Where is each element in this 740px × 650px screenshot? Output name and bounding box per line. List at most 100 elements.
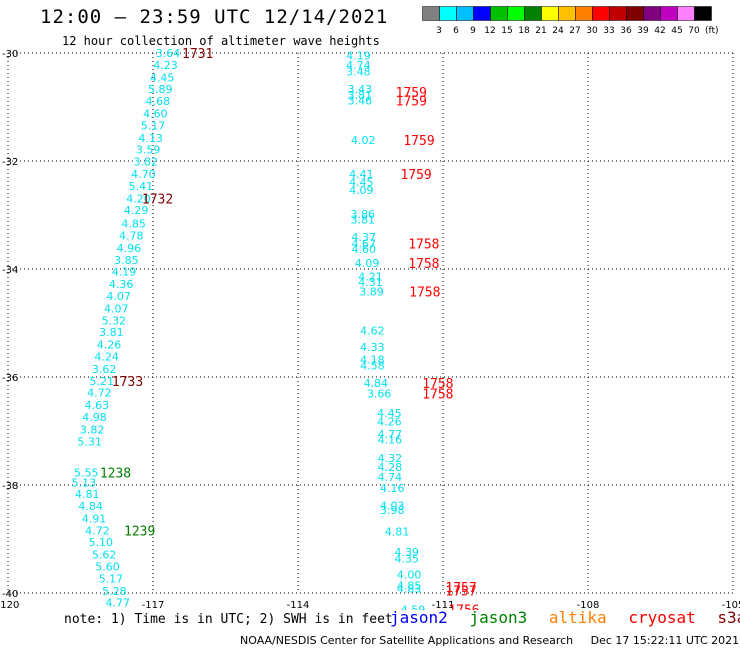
wave-height-point: 4.03 bbox=[380, 500, 405, 513]
wave-height-point: 4.98 bbox=[82, 411, 107, 424]
wave-height-point: 5.62 bbox=[92, 549, 117, 562]
satellite-label-jason3: jason3 bbox=[469, 608, 528, 627]
wave-height-point: 4.84 bbox=[78, 500, 103, 513]
pass-time-label: 1759 bbox=[396, 95, 427, 110]
map-subtitle: 12 hour collection of altimeter wave hei… bbox=[62, 34, 380, 48]
wave-height-point: 3.86 bbox=[351, 208, 376, 221]
wave-height-point: 4.77 bbox=[105, 597, 130, 610]
pass-time-label: 1758 bbox=[422, 377, 453, 392]
wave-height-point: 4.85 bbox=[121, 218, 146, 231]
legend-tick-label: 39 bbox=[637, 26, 649, 36]
wave-height-point: 5.17 bbox=[99, 572, 124, 585]
wave-height-point: 4.26 bbox=[97, 339, 122, 352]
satellite-label-s3a: s3a bbox=[717, 608, 740, 627]
wave-height-point: 4.26 bbox=[377, 415, 402, 428]
wave-height-point: 3.66 bbox=[367, 388, 392, 401]
satellite-legend: jason2 jason3 altika cryosat s3a bbox=[390, 608, 740, 627]
wave-height-point: 4.67 bbox=[351, 238, 376, 251]
credit-source: NOAA/NESDIS Center for Satellite Applica… bbox=[240, 634, 574, 647]
wave-height-point: 4.81 bbox=[385, 525, 410, 538]
pass-time-label: 1758 bbox=[408, 257, 439, 272]
wave-height-point: 4.45 bbox=[150, 71, 175, 84]
wave-height-point: 5.10 bbox=[89, 536, 114, 549]
y-tick-label: -40 bbox=[2, 589, 18, 600]
satellite-label-jason2: jason2 bbox=[390, 608, 448, 627]
y-tick-label: -34 bbox=[2, 265, 18, 276]
wave-height-point: 3.82 bbox=[134, 156, 159, 169]
wave-height-point: 4.84 bbox=[364, 377, 389, 390]
satellite-label-cryosat: cryosat bbox=[628, 608, 696, 627]
wave-height-point: 4.36 bbox=[109, 278, 134, 291]
wave-height-point: 5.32 bbox=[102, 314, 127, 327]
pass-time-label: 1732 bbox=[142, 192, 173, 207]
wave-height-point: 4.37 bbox=[351, 231, 376, 244]
wave-height-point: 4.07 bbox=[104, 302, 129, 315]
wave-height-point: 3.85 bbox=[114, 254, 139, 267]
legend-swatch bbox=[694, 6, 712, 21]
pass-time-label: 1731 bbox=[182, 47, 213, 62]
pass-time-label: 1238 bbox=[100, 467, 131, 482]
wave-height-point: 4.09 bbox=[355, 257, 380, 270]
wave-height-point: 4.81 bbox=[75, 488, 100, 501]
y-tick-label: -36 bbox=[2, 373, 18, 384]
pass-time-label: 1757 bbox=[445, 581, 476, 596]
wave-height-point: 5.55 bbox=[74, 467, 99, 480]
wave-height-point: 4.23 bbox=[153, 59, 178, 72]
pass-time-label: 1759 bbox=[400, 168, 431, 183]
pass-time-label: 1756 bbox=[448, 604, 479, 610]
x-tick-label: -114 bbox=[287, 600, 310, 610]
legend-tick-label: 36 bbox=[620, 26, 632, 36]
wave-height-point: 3.62 bbox=[92, 363, 117, 376]
legend-tick-label: 15 bbox=[501, 26, 512, 36]
wave-height-point: 3.89 bbox=[359, 286, 384, 299]
wave-height-point: 4.13 bbox=[138, 132, 163, 145]
wave-height-point: 4.00 bbox=[397, 569, 422, 582]
legend-tick-label: 27 bbox=[569, 26, 580, 36]
wave-height-point: 4.24 bbox=[94, 350, 119, 363]
map-title: 12:00 — 23:59 UTC 12/14/2021 bbox=[40, 6, 389, 28]
wave-height-point: 4.16 bbox=[378, 434, 403, 447]
wave-height-point: 3.46 bbox=[348, 95, 373, 108]
wave-height-point: 4.74 bbox=[378, 471, 403, 484]
wave-height-point: 3.43 bbox=[348, 83, 373, 96]
wave-height-point: 4.45 bbox=[349, 176, 374, 189]
x-tick-label: -120 bbox=[0, 600, 19, 610]
pass-time-label: 1758 bbox=[409, 286, 440, 301]
x-tick-label: -108 bbox=[577, 600, 600, 610]
wave-height-point: 4.41 bbox=[349, 168, 374, 181]
y-tick-label: -38 bbox=[2, 481, 18, 492]
pass-time-label: 1239 bbox=[124, 524, 155, 539]
wave-height-point: 4.07 bbox=[106, 290, 131, 303]
wave-height-point: 4.68 bbox=[146, 95, 171, 108]
wave-height-point: 4.85 bbox=[397, 579, 422, 592]
y-tick-label: -32 bbox=[2, 157, 18, 168]
wave-height-point: 4.96 bbox=[117, 242, 142, 255]
wave-height-point: 4.20 bbox=[126, 192, 151, 205]
legend-tick-label: 30 bbox=[586, 26, 598, 36]
x-tick-label: -105 bbox=[722, 600, 740, 610]
wave-height-point: 4.60 bbox=[143, 107, 168, 120]
wave-height-point: 5.31 bbox=[77, 435, 102, 448]
wave-height-point: 4.72 bbox=[85, 524, 110, 537]
wave-height-point: 3.59 bbox=[136, 144, 161, 157]
x-tick-label: -117 bbox=[142, 600, 165, 610]
time-labels: 1731173217331238123917591759175917591758… bbox=[100, 47, 480, 610]
wave-height-point: 4.45 bbox=[377, 407, 402, 420]
wave-height-point: 3.64 bbox=[156, 47, 181, 60]
y-tick-label: -30 bbox=[2, 49, 18, 60]
color-scale-legend: 3 6 9 12 15 18 21 24 27 30 33 36 39 42 45 70 (ft) bbox=[422, 6, 719, 36]
credit-timestamp: Dec 17 15:22:11 UTC 2021 bbox=[590, 634, 740, 647]
wave-height-point: 4.35 bbox=[395, 552, 420, 565]
legend-tick-label: 12 bbox=[484, 26, 495, 36]
wave-height-point: 4.19 bbox=[346, 50, 371, 63]
wave-height-point: 4.72 bbox=[87, 387, 112, 400]
wave-height-point: 4.77 bbox=[378, 428, 403, 441]
wave-height-point: 4.39 bbox=[395, 546, 420, 559]
legend-tick-label: 45 bbox=[671, 26, 682, 36]
wave-height-point: 4.63 bbox=[85, 399, 110, 412]
pass-time-label: 1758 bbox=[422, 388, 453, 403]
wave-height-point: 4.21 bbox=[358, 271, 383, 284]
wave-height-point: 3.48 bbox=[346, 65, 371, 78]
wave-height-point: 5.60 bbox=[95, 561, 120, 574]
legend-tick-label: 70 bbox=[688, 26, 700, 36]
